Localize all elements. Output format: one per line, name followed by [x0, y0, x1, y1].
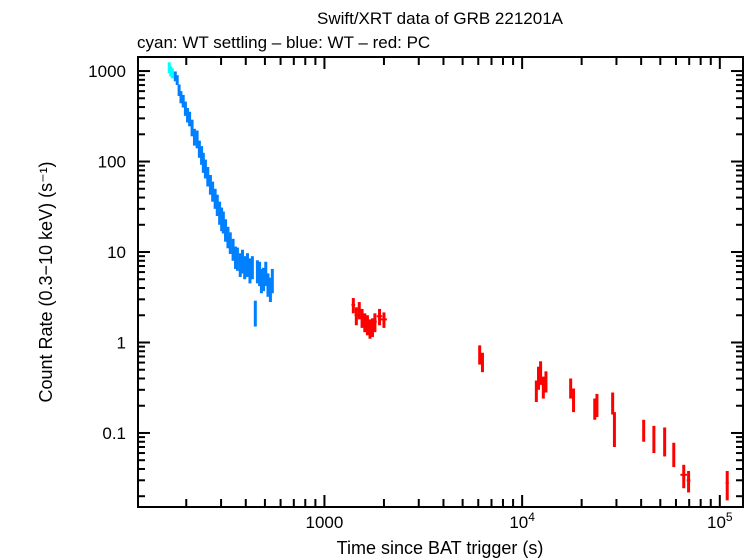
data-point [686, 470, 691, 493]
data-point [354, 307, 359, 326]
data-point [572, 388, 576, 413]
data-point [357, 302, 361, 320]
data-point [208, 174, 212, 195]
data-point [206, 167, 210, 187]
data-point [266, 273, 270, 297]
data-point [213, 188, 217, 209]
data-point [360, 308, 364, 328]
data-point [652, 425, 656, 454]
data-point [480, 352, 484, 373]
y-tick-label: 100 [98, 153, 126, 172]
x-tick-label: 104 [509, 510, 535, 532]
data-point [224, 219, 228, 242]
data-point [259, 268, 263, 294]
x-tick-exponent: 4 [528, 510, 535, 524]
data-point [569, 378, 573, 399]
data-point [240, 249, 244, 274]
data-point [539, 361, 543, 385]
data-point [248, 258, 252, 284]
data-point [725, 470, 729, 501]
y-tick-label: 1 [117, 333, 126, 352]
data-point [197, 140, 201, 158]
data-point [478, 345, 482, 365]
data-point [541, 376, 545, 399]
x-tick-label: 1000 [306, 513, 344, 532]
data-point [270, 268, 274, 294]
data-point [183, 101, 187, 116]
data-point [238, 253, 242, 277]
data-point [363, 313, 367, 333]
data-point [192, 128, 196, 146]
data-point [672, 442, 676, 468]
data-point [611, 392, 615, 415]
data-point [255, 260, 259, 284]
data-point [264, 261, 268, 287]
data-point [544, 371, 548, 393]
data-point [642, 419, 646, 442]
data-point [680, 464, 687, 489]
data-point [177, 84, 181, 97]
y-axis-label: Count Rate (0.3−10 keV) (s⁻¹) [36, 161, 56, 402]
data-point [186, 108, 190, 123]
data-point [262, 267, 266, 292]
data-point [372, 313, 377, 333]
data-point [595, 393, 599, 418]
data-point [351, 298, 356, 314]
data-point [181, 94, 185, 108]
x-axis-label: Time since BAT trigger (s) [337, 538, 544, 558]
data-point [250, 256, 254, 280]
data-point [228, 232, 232, 255]
data-point [235, 247, 239, 271]
data-point [188, 111, 192, 127]
data-point [201, 152, 205, 173]
chart-title: Swift/XRT data of GRB 221201A [317, 9, 564, 28]
x-tick-exponent: 5 [726, 510, 733, 524]
y-tick-label: 1000 [88, 62, 126, 81]
data-point [365, 315, 369, 336]
data-point [226, 226, 230, 249]
series-wt-settling [167, 62, 174, 79]
series-wt [173, 71, 274, 327]
data-point [195, 130, 199, 149]
series-pc [351, 298, 729, 501]
data-point [203, 159, 207, 179]
data-point [663, 427, 667, 457]
x-tick-label: 105 [707, 510, 733, 532]
plot-frame [137, 56, 744, 508]
data-point [179, 91, 183, 104]
data-point [190, 119, 194, 137]
data-point [612, 412, 616, 447]
data-point [215, 194, 219, 217]
data-point [175, 75, 179, 86]
data-point [221, 211, 225, 234]
data-point [170, 68, 174, 79]
y-tick-label: 10 [107, 243, 126, 262]
data-point [243, 256, 247, 280]
data-point [380, 312, 387, 328]
data-point [245, 253, 249, 277]
chart-subtitle: cyan: WT settling – blue: WT – red: PC [137, 33, 430, 52]
data-point [211, 181, 215, 202]
data-point [376, 308, 383, 326]
data-point [253, 300, 257, 327]
y-tick-label: 0.1 [102, 424, 126, 443]
data-point [231, 238, 235, 261]
